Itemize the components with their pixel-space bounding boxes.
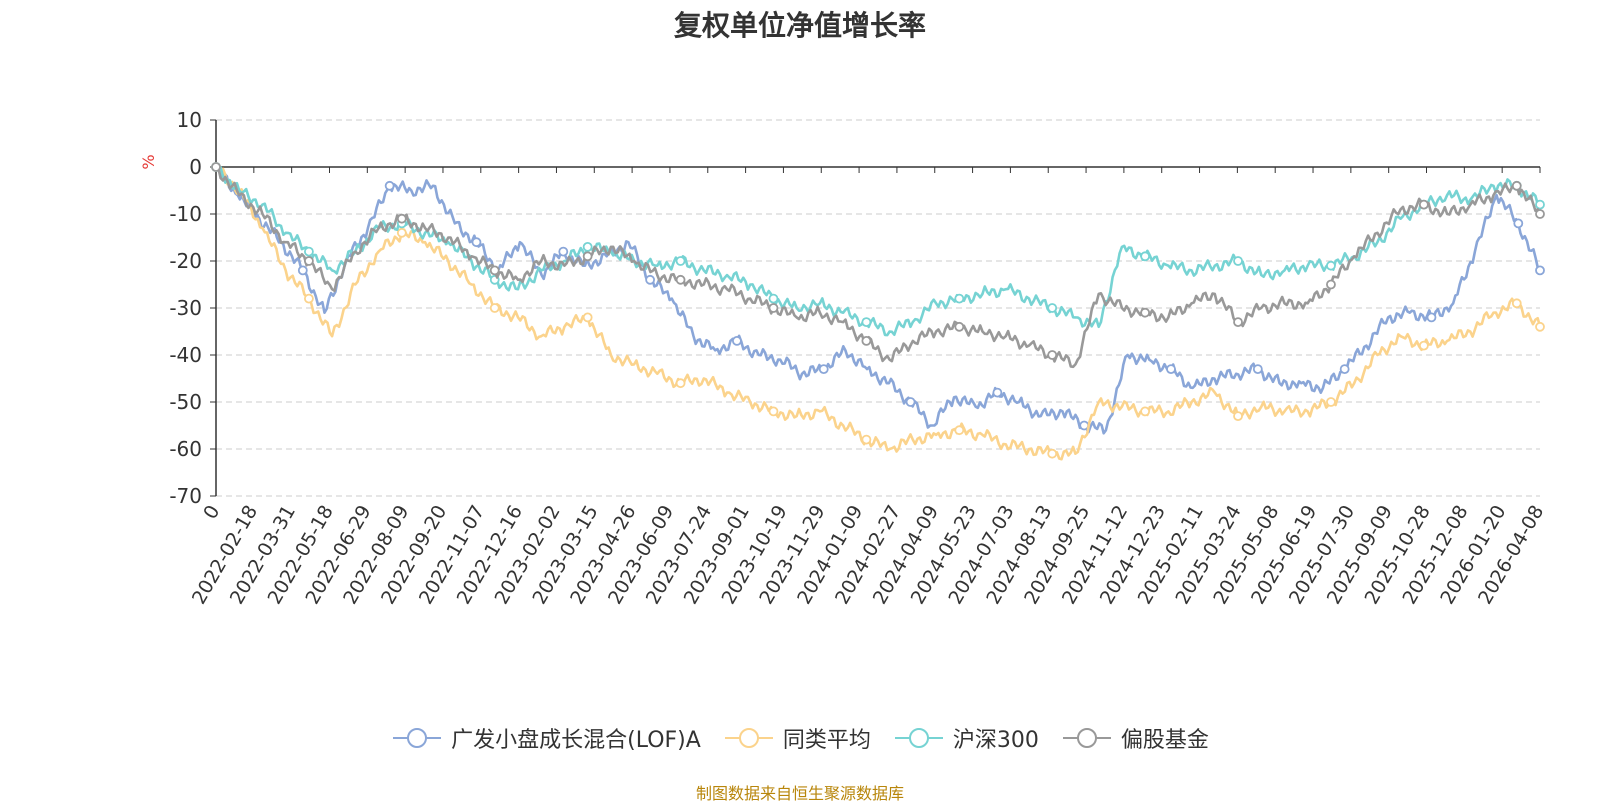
data-point xyxy=(1047,350,1058,360)
data-point xyxy=(1252,364,1263,375)
legend-marker-icon xyxy=(894,728,943,748)
data-point xyxy=(675,256,686,266)
data-point xyxy=(1326,397,1336,407)
data-point xyxy=(304,293,314,304)
data-point xyxy=(1166,364,1176,375)
data-point xyxy=(384,180,395,191)
chart-title: 复权单位净值增长率 xyxy=(673,9,926,42)
data-point xyxy=(396,213,407,224)
y-tick-label: -40 xyxy=(169,343,202,367)
data-point xyxy=(1326,260,1336,271)
series-line-2 xyxy=(215,165,1541,337)
data-point xyxy=(1339,364,1350,375)
legend-item[interactable]: 同类平均 xyxy=(723,722,871,754)
legend-label: 沪深300 xyxy=(952,728,1039,753)
data-point xyxy=(582,312,593,323)
data-point xyxy=(732,335,742,346)
y-tick-label: 10 xyxy=(177,108,202,132)
data-point xyxy=(992,387,1003,398)
legend: 广发小盘成长混合(LOF)A 同类平均 沪深300 偏股基金 xyxy=(0,722,1600,754)
data-point xyxy=(768,406,779,417)
source-note: 制图数据来自恒生聚源数据库 xyxy=(695,784,904,803)
legend-marker-circle xyxy=(1076,728,1097,748)
data-point xyxy=(645,274,655,285)
data-point xyxy=(1418,340,1429,351)
y-axis: 10 0 -10 -20 -30 -40 -50 -60 -70 xyxy=(169,108,217,508)
x-tick-label: 0 xyxy=(199,502,224,523)
grid-lines xyxy=(216,119,1540,497)
data-point xyxy=(954,321,965,332)
data-point xyxy=(1426,312,1437,323)
data-point xyxy=(861,317,872,328)
legend-marker-circle xyxy=(407,728,428,748)
legend-label: 广发小盘成长混合(LOF)A xyxy=(451,728,701,753)
data-point xyxy=(954,425,965,436)
data-point xyxy=(1140,251,1151,262)
data-point xyxy=(1535,209,1545,219)
data-point xyxy=(304,256,314,266)
data-point xyxy=(1233,317,1243,328)
legend-marker-icon xyxy=(1062,728,1111,748)
y-tick-label: -60 xyxy=(169,437,202,461)
data-point xyxy=(1535,321,1545,332)
line-chart: 10 0 -10 -20 -30 -40 -50 -60 -70 02022-02-182022… xyxy=(139,108,1548,608)
y-tick-label: -50 xyxy=(169,390,202,414)
data-point xyxy=(471,237,482,248)
series-line-0 xyxy=(214,162,1541,435)
data-point xyxy=(558,246,569,257)
data-point xyxy=(675,378,686,389)
legend-marker-icon xyxy=(393,728,442,748)
data-point xyxy=(582,241,593,252)
legend-item[interactable]: 偏股基金 xyxy=(1061,722,1209,754)
legend-item[interactable]: 沪深300 xyxy=(893,722,1039,754)
data-point xyxy=(582,251,593,262)
data-point xyxy=(1326,279,1336,290)
data-point xyxy=(1535,199,1545,210)
data-point xyxy=(297,265,308,276)
data-point xyxy=(768,303,779,313)
data-point xyxy=(1511,180,1522,191)
data-point xyxy=(954,293,965,304)
x-axis: 02022-02-182022-03-312022-05-182022-06-2… xyxy=(188,166,1548,608)
data-point xyxy=(1535,265,1545,276)
series-line-3 xyxy=(215,165,1542,369)
y-tick-label: -30 xyxy=(169,296,202,320)
data-point xyxy=(1233,256,1243,266)
data-point xyxy=(1418,199,1429,210)
data-point xyxy=(1233,411,1243,422)
data-point xyxy=(1513,218,1524,229)
series-line-1 xyxy=(215,166,1542,461)
data-point xyxy=(1511,298,1522,309)
y-tick-label: -10 xyxy=(169,202,202,226)
data-point xyxy=(905,397,916,407)
data-point xyxy=(489,303,500,313)
data-point xyxy=(1140,307,1151,318)
data-point xyxy=(1047,303,1058,313)
legend-marker-circle xyxy=(738,728,759,748)
data-point xyxy=(211,162,221,172)
legend-label: 偏股基金 xyxy=(1120,728,1209,753)
data-point xyxy=(861,434,872,445)
y-tick-label: 0 xyxy=(189,155,202,179)
data-point xyxy=(1047,448,1058,459)
data-point xyxy=(489,265,500,276)
legend-marker-circle xyxy=(908,728,929,748)
data-point xyxy=(1140,406,1151,417)
legend-item[interactable]: 广发小盘成长混合(LOF)A xyxy=(391,722,701,754)
data-point xyxy=(304,246,314,257)
legend-marker-icon xyxy=(724,728,773,748)
data-point xyxy=(768,293,779,304)
series-lines xyxy=(211,162,1545,461)
data-point xyxy=(396,227,407,238)
y-tick-label: -20 xyxy=(169,249,202,273)
data-point xyxy=(861,335,872,346)
data-point xyxy=(818,364,829,375)
y-axis-label: % xyxy=(139,154,158,169)
legend-label: 同类平均 xyxy=(782,728,871,753)
y-tick-label: -70 xyxy=(169,484,202,508)
data-point xyxy=(675,274,686,285)
